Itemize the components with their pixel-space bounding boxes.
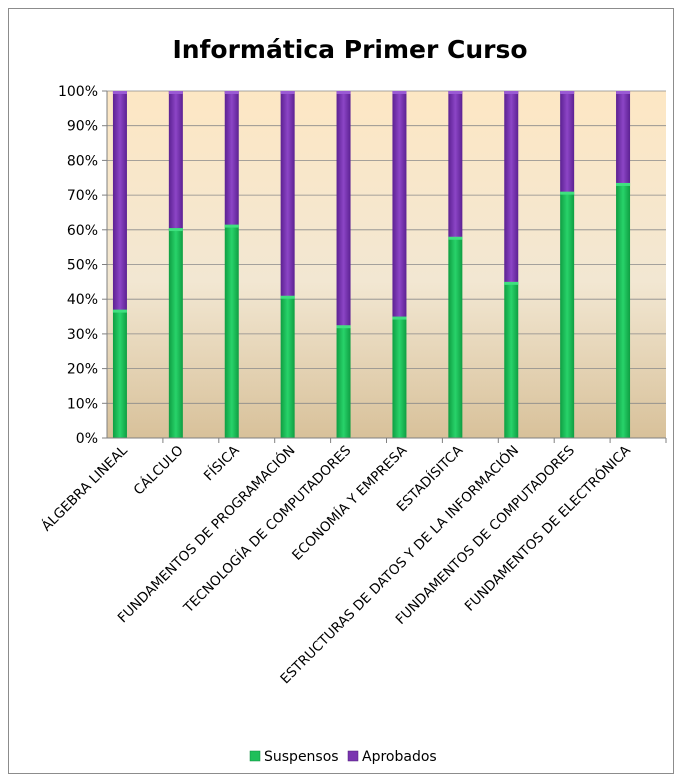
bar-cap bbox=[504, 281, 519, 285]
x-category-label: ÁLGEBRA LINEAL bbox=[38, 441, 131, 534]
x-category-label: CÁLCULO bbox=[130, 442, 187, 499]
bar-segment-aprobados bbox=[504, 91, 519, 282]
bar-cap bbox=[560, 191, 575, 195]
bar-cap bbox=[392, 91, 407, 94]
legend-swatch-suspensos bbox=[249, 750, 261, 762]
bar-segment-aprobados bbox=[336, 91, 351, 326]
y-tick-label: 100% bbox=[58, 84, 98, 100]
bar-segment-suspensos bbox=[224, 224, 239, 438]
bar-segment-suspensos bbox=[280, 295, 295, 438]
y-tick-label: 30% bbox=[67, 327, 98, 343]
bar-cap bbox=[112, 309, 127, 313]
legend-swatch-aprobados bbox=[347, 750, 359, 762]
y-tick-label: 20% bbox=[67, 362, 98, 378]
y-tick-label: 10% bbox=[67, 396, 98, 412]
bar-segment-aprobados bbox=[448, 91, 463, 237]
y-tick-label: 60% bbox=[67, 223, 98, 239]
bar-cap bbox=[280, 295, 295, 299]
bar-cap bbox=[112, 91, 127, 94]
bar-segment-suspensos bbox=[336, 325, 351, 438]
bar-segment-suspensos bbox=[504, 281, 519, 438]
bar-cap bbox=[560, 91, 575, 94]
y-tick-label: 50% bbox=[67, 258, 98, 274]
bar-segment-suspensos bbox=[560, 191, 575, 438]
bar-cap bbox=[168, 91, 183, 94]
bar-segment-suspensos bbox=[448, 236, 463, 438]
bar-cap bbox=[224, 224, 239, 228]
y-axis-ticks: 0% 10% 20% 30% 40% 50% 60% 70% 80% 90% 100% bbox=[58, 84, 107, 447]
y-tick-label: 90% bbox=[67, 119, 98, 135]
bar-segment-aprobados bbox=[280, 91, 295, 296]
bar-segment-suspensos bbox=[112, 309, 127, 438]
chart-title: Informática Primer Curso bbox=[172, 35, 527, 64]
bar-cap bbox=[448, 91, 463, 94]
bar-cap bbox=[448, 236, 463, 240]
bar-segment-aprobados bbox=[224, 91, 239, 225]
legend-label-suspensos: Suspensos bbox=[264, 749, 339, 765]
bar-cap bbox=[616, 182, 631, 186]
legend-label-aprobados: Aprobados bbox=[362, 749, 437, 765]
bar-cap bbox=[280, 91, 295, 94]
bar-segment-suspensos bbox=[392, 316, 407, 438]
bar-cap bbox=[504, 91, 519, 94]
bar-cap bbox=[392, 316, 407, 320]
bar-cap bbox=[616, 91, 631, 94]
bar-segment-aprobados bbox=[112, 91, 127, 310]
y-tick-label: 40% bbox=[67, 292, 98, 308]
bar-segment-aprobados bbox=[168, 91, 183, 229]
y-tick-label: 70% bbox=[67, 188, 98, 204]
bars bbox=[112, 91, 631, 438]
x-category-label: ECONOMÍA Y EMPRESA bbox=[288, 441, 410, 563]
bar-segment-aprobados bbox=[560, 91, 575, 192]
y-tick-label: 80% bbox=[67, 153, 98, 169]
chart-frame: Informática Primer Curso 0% 10% 20% 30% 40% 5… bbox=[8, 8, 674, 774]
chart-svg: Informática Primer Curso 0% 10% 20% 30% 40% 5… bbox=[38, 35, 667, 765]
bar-cap bbox=[224, 91, 239, 94]
y-tick-label: 0% bbox=[76, 431, 98, 447]
bar-segment-aprobados bbox=[616, 91, 631, 183]
bar-segment-suspensos bbox=[168, 228, 183, 438]
x-category-label: FÍSICA bbox=[200, 441, 243, 484]
bar-segment-aprobados bbox=[392, 91, 407, 317]
bar-cap bbox=[336, 91, 351, 94]
bar-cap bbox=[336, 325, 351, 329]
bar-segment-suspensos bbox=[616, 182, 631, 438]
bar-cap bbox=[168, 228, 183, 232]
legend: Suspensos Aprobados bbox=[249, 749, 437, 765]
